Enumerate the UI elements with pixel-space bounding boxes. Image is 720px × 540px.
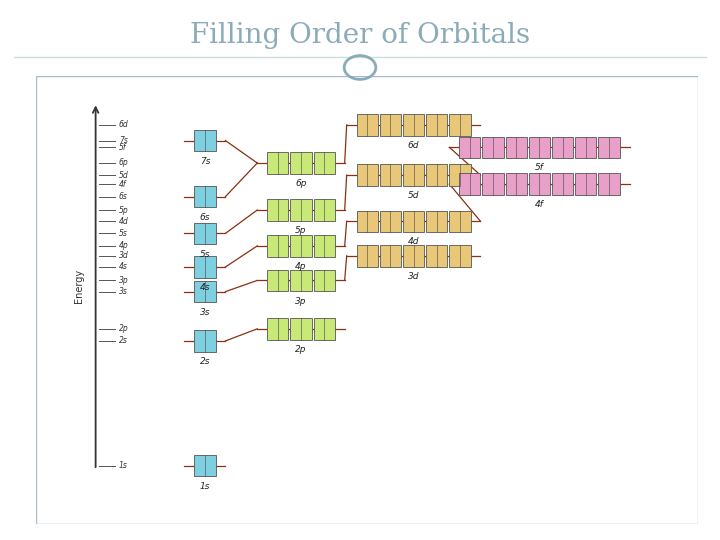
Bar: [194, 330, 215, 352]
Text: 3s: 3s: [199, 308, 210, 317]
Text: 3d: 3d: [119, 251, 129, 260]
Text: 5d: 5d: [119, 171, 129, 180]
Text: 6s: 6s: [119, 192, 127, 201]
Bar: [403, 245, 424, 267]
Bar: [194, 256, 215, 278]
Bar: [449, 245, 471, 267]
Bar: [267, 269, 289, 291]
Bar: [528, 137, 550, 158]
Bar: [290, 269, 312, 291]
Bar: [356, 211, 378, 232]
Bar: [505, 173, 527, 195]
Bar: [528, 173, 550, 195]
Bar: [313, 199, 335, 221]
Bar: [482, 173, 504, 195]
Text: 5p: 5p: [295, 226, 307, 235]
Bar: [426, 164, 447, 186]
Bar: [313, 152, 335, 174]
Bar: [356, 245, 378, 267]
Bar: [449, 114, 471, 136]
Bar: [290, 318, 312, 340]
Bar: [194, 130, 215, 151]
Bar: [575, 137, 596, 158]
Bar: [426, 211, 447, 232]
Text: 5d: 5d: [408, 191, 419, 200]
Text: 4p: 4p: [119, 241, 129, 251]
Bar: [459, 137, 480, 158]
Bar: [356, 114, 378, 136]
Bar: [267, 318, 289, 340]
Text: Filling Order of Orbitals: Filling Order of Orbitals: [190, 22, 530, 49]
Text: 4f: 4f: [535, 200, 544, 209]
Text: 6d: 6d: [119, 120, 129, 130]
Bar: [449, 164, 471, 186]
Text: 2s: 2s: [199, 357, 210, 366]
Text: 4p: 4p: [295, 262, 307, 271]
Text: 4d: 4d: [408, 238, 419, 246]
Text: 6d: 6d: [408, 141, 419, 150]
Text: 4s: 4s: [199, 283, 210, 292]
Bar: [379, 211, 401, 232]
Bar: [194, 186, 215, 207]
Text: 1s: 1s: [199, 482, 210, 491]
Bar: [552, 137, 573, 158]
Text: 3d: 3d: [408, 272, 419, 281]
Bar: [267, 235, 289, 256]
Text: 6p: 6p: [295, 179, 307, 188]
Bar: [313, 318, 335, 340]
Text: 2s: 2s: [119, 336, 127, 346]
Bar: [313, 269, 335, 291]
Bar: [290, 235, 312, 256]
Bar: [505, 137, 527, 158]
Bar: [194, 281, 215, 302]
Bar: [403, 114, 424, 136]
Text: 5f: 5f: [535, 164, 544, 172]
Bar: [290, 199, 312, 221]
Bar: [552, 173, 573, 195]
Bar: [379, 114, 401, 136]
Text: 5f: 5f: [119, 143, 126, 152]
Bar: [267, 152, 289, 174]
Text: 7s: 7s: [199, 157, 210, 166]
Bar: [403, 211, 424, 232]
Bar: [194, 222, 215, 244]
Bar: [194, 455, 215, 476]
Bar: [356, 164, 378, 186]
Bar: [459, 173, 480, 195]
Bar: [379, 245, 401, 267]
Bar: [575, 173, 596, 195]
Bar: [482, 137, 504, 158]
Bar: [403, 164, 424, 186]
Text: 6p: 6p: [119, 159, 129, 167]
Bar: [598, 173, 620, 195]
Text: 5p: 5p: [119, 206, 129, 214]
Bar: [598, 137, 620, 158]
Text: 5s: 5s: [119, 229, 127, 238]
Text: 7s: 7s: [119, 136, 127, 145]
Text: 1s: 1s: [119, 461, 127, 470]
Text: Energy: Energy: [74, 269, 84, 303]
Text: 6s: 6s: [199, 213, 210, 222]
Bar: [379, 164, 401, 186]
Text: 4d: 4d: [119, 217, 129, 226]
Text: 5s: 5s: [199, 249, 210, 259]
Text: 3p: 3p: [295, 296, 307, 306]
Text: 2p: 2p: [119, 325, 129, 333]
Bar: [449, 211, 471, 232]
Text: 2p: 2p: [295, 345, 307, 354]
Text: 4s: 4s: [119, 262, 127, 272]
Text: 3p: 3p: [119, 276, 129, 285]
Text: 3s: 3s: [119, 287, 127, 296]
Bar: [267, 199, 289, 221]
Bar: [426, 114, 447, 136]
Bar: [290, 152, 312, 174]
Bar: [313, 235, 335, 256]
Bar: [426, 245, 447, 267]
Text: 4f: 4f: [119, 180, 126, 188]
